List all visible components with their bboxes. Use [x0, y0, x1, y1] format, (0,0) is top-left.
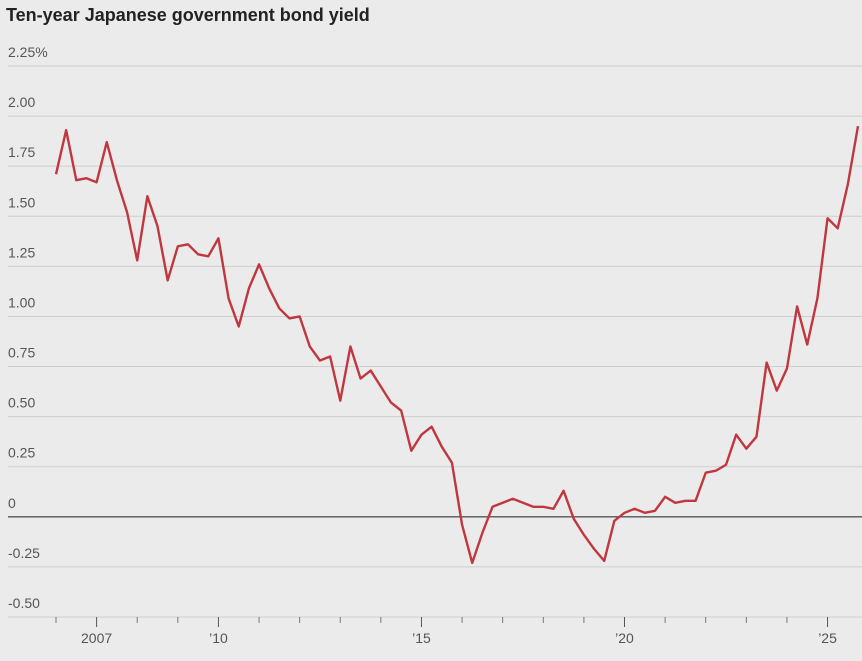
y-tick-label: 2.00	[8, 94, 35, 110]
y-tick-label: 0	[8, 495, 16, 511]
y-tick-label: 1.25	[8, 244, 35, 260]
y-tick-label: 1.00	[8, 294, 35, 310]
x-tick-label: 2007	[81, 630, 112, 646]
y-tick-label: 0.50	[8, 395, 35, 411]
y-tick-label: -0.50	[8, 595, 40, 611]
y-tick-label: 1.50	[8, 194, 35, 210]
y-tick-label: -0.25	[8, 545, 40, 561]
x-tick-label: ’25	[818, 630, 837, 646]
y-tick-label: 1.75	[8, 144, 35, 160]
x-tick-label: ’20	[615, 630, 634, 646]
x-tick-label: ’10	[209, 630, 228, 646]
line-series	[54, 125, 860, 565]
y-tick-label: 0.25	[8, 445, 35, 461]
y-tick-label: 2.25%	[8, 44, 48, 60]
chart-title: Ten-year Japanese government bond yield	[6, 5, 370, 25]
x-tick-label: ’15	[412, 630, 431, 646]
y-tick-label: 0.75	[8, 345, 35, 361]
